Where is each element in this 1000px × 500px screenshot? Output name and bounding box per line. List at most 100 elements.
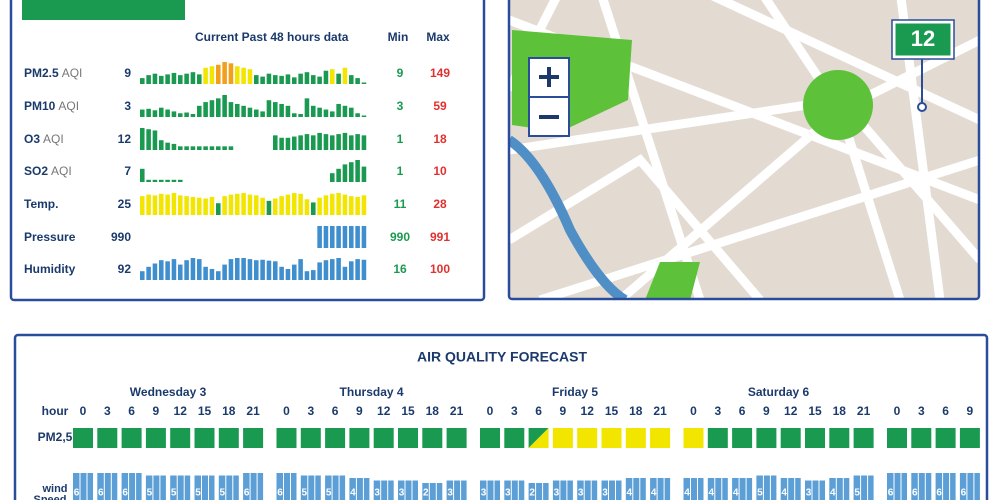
sparkline-bar (285, 194, 291, 215)
sparkline-bar (361, 135, 367, 150)
sparkline-bar (159, 179, 164, 182)
hour-tick: 6 (739, 404, 746, 418)
sparkline-bar (190, 146, 196, 150)
sparkline-bar (323, 195, 329, 215)
hour-tick: 15 (605, 404, 619, 418)
sparkline-bar (266, 200, 272, 215)
pm25-cell (829, 428, 850, 448)
sparkline-bar (266, 100, 272, 117)
sparkline-bar (165, 74, 170, 84)
sparkline-bar (146, 194, 151, 215)
wind-value: 4 (830, 488, 836, 499)
sparkline-bar (178, 113, 183, 117)
wind-bar (422, 483, 443, 500)
sparkline-bar (165, 179, 170, 182)
pm25-cell (73, 428, 93, 448)
sparkline-bar (209, 146, 215, 150)
forecast-panel (13, 333, 989, 500)
pm25-cell (528, 428, 549, 448)
marker-border (891, 19, 955, 60)
sparkline-bar (273, 75, 278, 84)
hour-tick: 15 (808, 404, 822, 418)
hour-tick: 9 (356, 404, 363, 418)
sparkline-bar (209, 269, 215, 280)
sparkline-bar (292, 136, 297, 150)
sparkline-bar (235, 66, 240, 84)
pm25-cell (446, 428, 467, 448)
metric-name: PM10 (24, 99, 56, 113)
hour-tick: 12 (784, 404, 798, 418)
hour-tick: 3 (918, 404, 925, 418)
map[interactable]: 12 (509, 0, 980, 300)
wind-bar (732, 478, 753, 500)
sparkline-bar (247, 194, 253, 215)
sparkline-bar (311, 105, 316, 117)
wind-value: 3 (554, 488, 560, 499)
sparkline-bar (292, 193, 297, 215)
pm25-cell (325, 428, 346, 448)
roundabout (803, 70, 873, 140)
sparkline-bar (146, 75, 151, 84)
sparkline-bar (355, 134, 360, 150)
sparkline-bar (241, 105, 246, 117)
hour-tick: 18 (222, 404, 236, 418)
metric-name: Pressure (24, 230, 76, 244)
hour-tick: 3 (714, 404, 721, 418)
sparkline-bar (222, 62, 227, 84)
max-value: 991 (430, 230, 450, 244)
sparkline-bar (304, 134, 310, 150)
metric-unit: AQI (51, 164, 72, 178)
sparkline-bar (209, 196, 215, 215)
wind-value: 3 (481, 488, 487, 499)
sparkline-bar (304, 98, 310, 117)
hour-tick: 15 (401, 404, 415, 418)
max-value: 100 (430, 262, 450, 276)
wind-bar (218, 475, 239, 500)
sparkline-bar (235, 193, 240, 215)
hour-tick: 6 (535, 404, 542, 418)
sparkline-bar (197, 74, 202, 84)
sparkline-bar (152, 110, 158, 117)
pm25-cell (577, 428, 598, 448)
wind-bar (625, 478, 646, 500)
metric-unit: AQI (43, 132, 64, 146)
sparkline-bar (285, 74, 291, 84)
sparkline-bar (323, 109, 329, 117)
wind-value: 6 (912, 488, 918, 499)
hour-tick: 21 (246, 404, 260, 418)
sparkline-bar (190, 196, 196, 215)
hour-tick: 6 (332, 404, 339, 418)
wind-value: 5 (171, 488, 177, 499)
day-label: Thursday 4 (340, 385, 404, 399)
sparkline-bar (317, 262, 322, 280)
wind-value: 4 (651, 488, 657, 499)
marker-sign[interactable] (892, 20, 954, 59)
wind-value: 3 (602, 488, 608, 499)
sparkline-bar (336, 73, 341, 84)
history-panel (9, 0, 486, 302)
sparkline-bar (203, 266, 208, 280)
station-button[interactable] (22, 0, 185, 20)
sparkline-bar (273, 261, 278, 280)
sparkline-bar (197, 105, 202, 117)
sparkline-bar (311, 135, 316, 150)
sparkline-bar (184, 146, 189, 150)
row-label: Pressure (24, 230, 76, 244)
sparkline-bar (140, 109, 145, 117)
sparkline-bar (317, 76, 322, 84)
min-value: 9 (397, 66, 404, 80)
zoom-in[interactable] (539, 67, 559, 87)
pm25-cell (121, 428, 142, 448)
sparkline-bar (355, 259, 360, 280)
pm25-cell (373, 428, 394, 448)
min-value: 3 (397, 99, 404, 113)
min-value: 1 (397, 164, 404, 178)
sparkline-bar (203, 67, 208, 84)
pm25-cell (552, 428, 573, 448)
wind-value: 6 (888, 488, 894, 499)
max-value: 28 (433, 197, 447, 211)
wind-bar (480, 480, 500, 500)
sparkline-bar (361, 259, 367, 280)
sparkline-bar (228, 194, 234, 215)
river (509, 135, 628, 299)
